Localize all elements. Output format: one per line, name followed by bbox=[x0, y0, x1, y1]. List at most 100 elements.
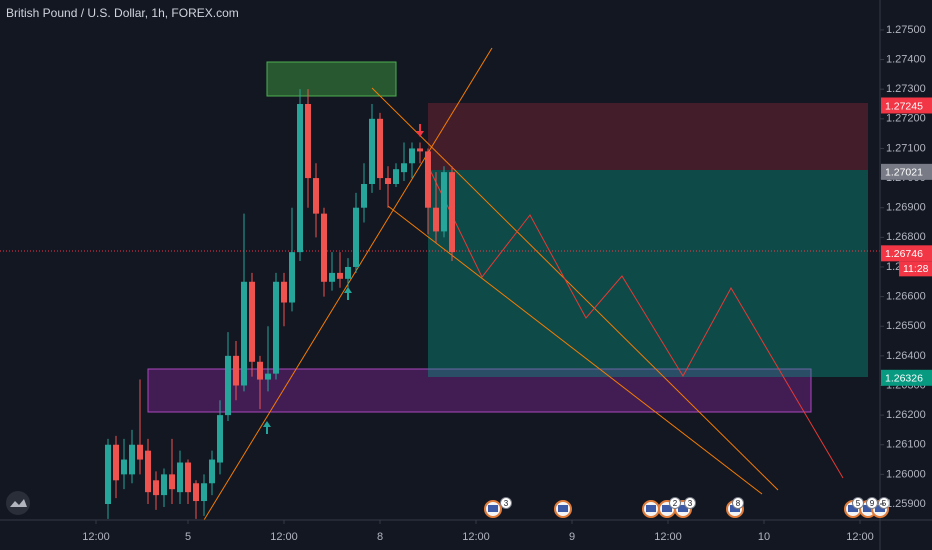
x-tick-label: 8 bbox=[377, 531, 383, 543]
stop-zone bbox=[428, 103, 868, 170]
candle-body bbox=[369, 118, 375, 184]
drawings bbox=[0, 47, 880, 521]
candle-body bbox=[217, 415, 223, 463]
candle-body bbox=[241, 281, 247, 386]
x-tick-label: 12:00 bbox=[846, 531, 874, 543]
event-flag bbox=[558, 505, 568, 512]
countdown-badge bbox=[899, 261, 932, 277]
price-badge-label: 1.26746 bbox=[885, 248, 923, 260]
candle-body bbox=[321, 213, 327, 282]
candle-body bbox=[113, 444, 119, 481]
candle-body bbox=[417, 148, 423, 152]
y-tick-label: 1.25900 bbox=[886, 498, 926, 510]
channel-line bbox=[371, 87, 779, 491]
candle-body bbox=[201, 483, 207, 502]
events: 3 2 3 8 595 bbox=[484, 497, 890, 518]
candle-body bbox=[177, 462, 183, 493]
supply-zone bbox=[266, 61, 397, 97]
y-tick-label: 1.26000 bbox=[886, 468, 926, 480]
candle-body bbox=[433, 207, 439, 232]
event-badge-label: 8 bbox=[736, 499, 741, 508]
down-arrow bbox=[416, 124, 424, 137]
candle-body bbox=[249, 281, 255, 362]
event-flag bbox=[678, 505, 688, 512]
candle-body bbox=[401, 163, 407, 173]
candle-body bbox=[305, 104, 311, 179]
candle-body bbox=[105, 444, 111, 504]
event-flag bbox=[730, 505, 740, 512]
event-flag bbox=[875, 505, 885, 512]
y-tick-label: 1.27500 bbox=[886, 24, 926, 36]
candle-body bbox=[361, 184, 367, 208]
candle-body bbox=[225, 355, 231, 416]
candle-body bbox=[129, 444, 135, 475]
y-tick-label: 1.26800 bbox=[886, 231, 926, 243]
candle-body bbox=[425, 151, 431, 208]
y-tick-label: 1.27100 bbox=[886, 142, 926, 154]
candle-body bbox=[313, 178, 319, 214]
y-tick-label: 1.26100 bbox=[886, 439, 926, 451]
event-badge bbox=[878, 497, 890, 509]
candle-body bbox=[441, 172, 447, 232]
candle-body bbox=[449, 172, 455, 253]
candle-body bbox=[329, 272, 335, 282]
candles bbox=[105, 89, 455, 519]
candle-body bbox=[393, 169, 399, 184]
candle-body bbox=[233, 355, 239, 386]
y-tick-label: 1.26500 bbox=[886, 320, 926, 332]
x-tick-label: 5 bbox=[185, 531, 191, 543]
x-tick-label: 12:00 bbox=[270, 531, 298, 543]
event-badge bbox=[669, 497, 681, 509]
event-badge bbox=[866, 497, 878, 509]
channel-line bbox=[387, 205, 763, 495]
price-badge bbox=[881, 245, 932, 262]
candle-body bbox=[257, 361, 263, 380]
countdown-label: 11:28 bbox=[903, 263, 929, 275]
x-tick-label: 12:00 bbox=[654, 531, 682, 543]
projection-path bbox=[429, 169, 844, 479]
event-badge-label: 5 bbox=[882, 499, 887, 508]
chart-title: British Pound / U.S. Dollar, 1h, FOREX.c… bbox=[6, 6, 239, 20]
price-badge bbox=[881, 97, 932, 114]
event-badge-label: 3 bbox=[504, 499, 509, 508]
event-flag bbox=[662, 505, 672, 512]
logo-mark bbox=[10, 499, 27, 507]
candle-body bbox=[121, 459, 127, 475]
candle-body bbox=[265, 373, 271, 380]
candle-body bbox=[193, 483, 199, 502]
candle-body bbox=[161, 474, 167, 496]
candle-body bbox=[137, 444, 143, 460]
target-zone bbox=[428, 170, 868, 377]
candle-body bbox=[409, 148, 415, 164]
candle-body bbox=[337, 272, 343, 279]
price-badge-label: 1.27021 bbox=[885, 167, 923, 179]
x-tick-label: 10 bbox=[758, 531, 770, 543]
event-flag bbox=[646, 505, 656, 512]
event-badge-label: 2 bbox=[673, 499, 678, 508]
candle-body bbox=[385, 178, 391, 184]
y-tick-label: 1.26200 bbox=[886, 409, 926, 421]
up-arrow bbox=[344, 287, 352, 300]
event-flag bbox=[863, 505, 873, 512]
y-tick-label: 1.27200 bbox=[886, 113, 926, 125]
candle-body bbox=[273, 281, 279, 374]
event-badge bbox=[852, 497, 864, 509]
up-arrow bbox=[263, 421, 271, 434]
event-badge bbox=[684, 497, 696, 509]
y-tick-label: 1.26600 bbox=[886, 290, 926, 302]
x-tick-label: 9 bbox=[569, 531, 575, 543]
event-badge-label: 9 bbox=[870, 499, 875, 508]
price-badge bbox=[881, 163, 932, 180]
candle-body bbox=[185, 462, 191, 493]
price-badge bbox=[881, 369, 932, 386]
candle-body bbox=[169, 474, 175, 490]
event-badge bbox=[500, 497, 512, 509]
event-badge bbox=[732, 497, 744, 509]
candle-body bbox=[153, 480, 159, 496]
candle-body bbox=[377, 118, 383, 179]
y-tick-label: 1.26900 bbox=[886, 202, 926, 214]
price-badge-label: 1.26326 bbox=[885, 373, 923, 385]
event-badge-label: 5 bbox=[856, 499, 861, 508]
logo bbox=[6, 491, 30, 515]
